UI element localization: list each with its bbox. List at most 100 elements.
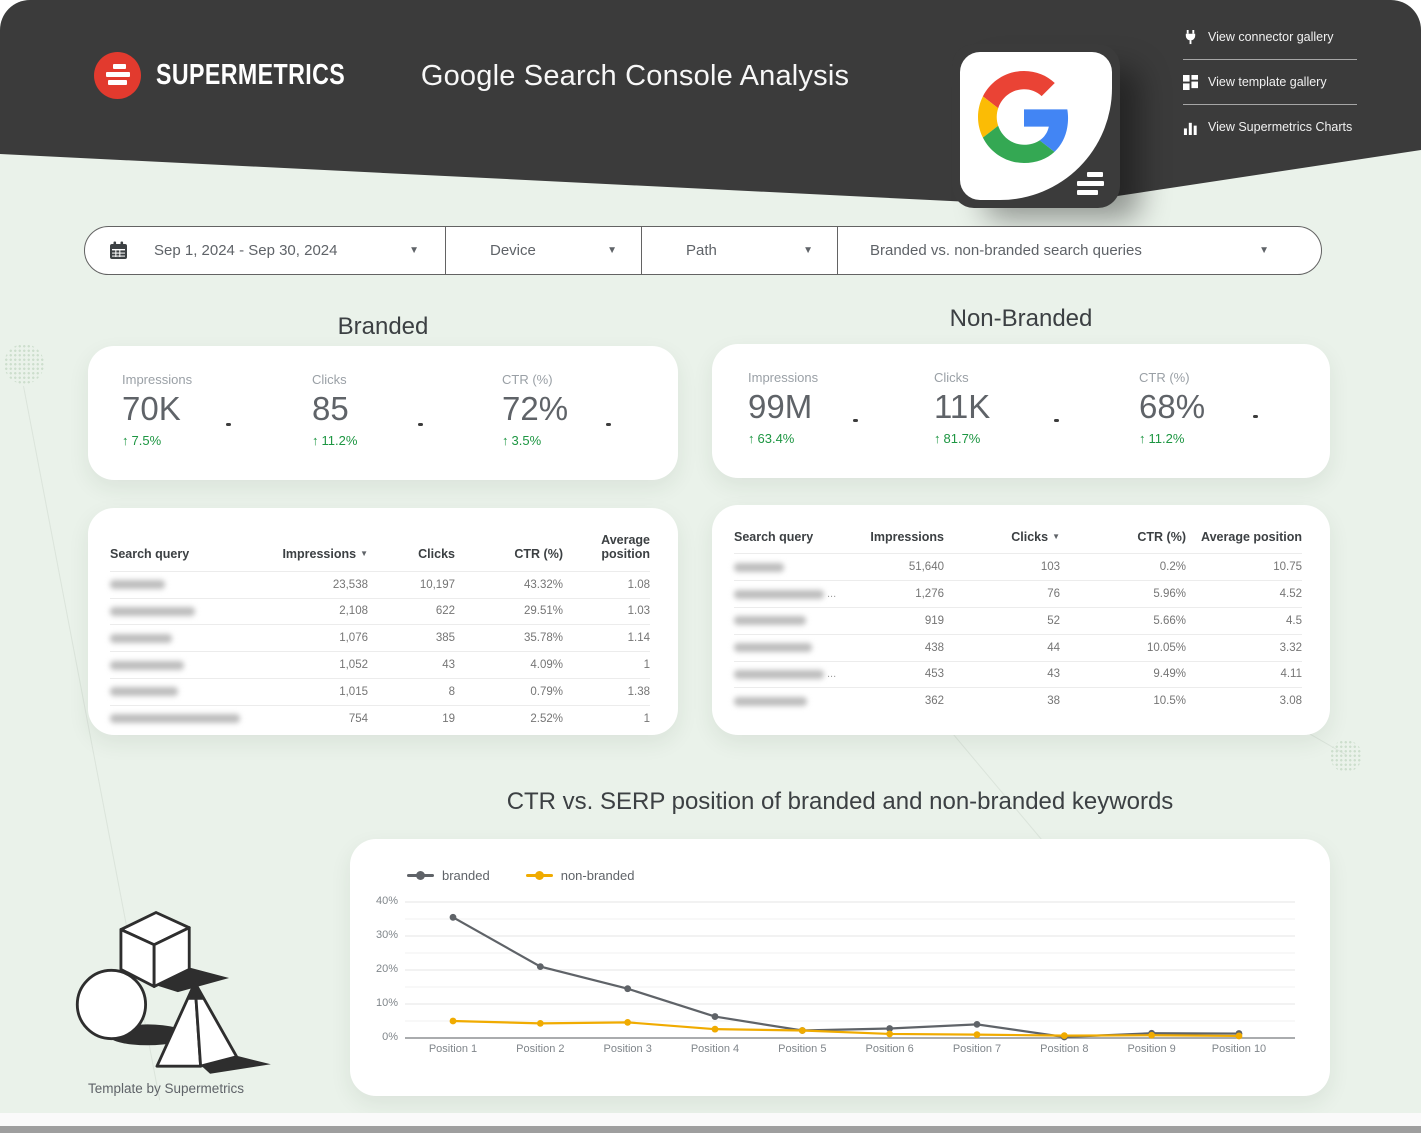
scorecard-clicks: Clicks 85 ↑ 11.2% xyxy=(312,372,357,448)
column-header-impressions[interactable]: Impressions ▼ xyxy=(282,547,368,562)
metric-delta: ↑ 11.2% xyxy=(1139,431,1185,446)
search-query-cell xyxy=(110,660,260,670)
data-point-non-branded xyxy=(449,1017,457,1025)
truncation-ellipsis: ... xyxy=(827,668,837,681)
branded-query-table: Search query Impressions ▼ Clicks CTR (%) Ave… xyxy=(88,508,678,735)
redacted-query-blur xyxy=(734,589,824,599)
header-menu: View connector gallery View template gal… xyxy=(1183,22,1357,142)
metric-cell: 1.08 xyxy=(627,578,650,591)
metric-delta: ↑ 3.5% xyxy=(502,433,542,448)
chevron-down-icon: ▼ xyxy=(607,245,617,256)
google-logo xyxy=(978,71,1069,163)
device-filter[interactable]: Device ▼ xyxy=(445,227,641,274)
metric-cell: 4.09% xyxy=(530,659,563,672)
legend-item-branded[interactable]: branded xyxy=(407,868,490,883)
metric-cell: 3.32 xyxy=(1279,641,1302,654)
search-query-cell: ... xyxy=(734,589,844,600)
up-arrow-icon: ↑ xyxy=(122,433,129,448)
scorecard-ctr: CTR (%) 72% ↑ 3.5% xyxy=(502,372,568,448)
y-axis-label: 10% xyxy=(375,997,398,1009)
x-axis-label: Position 7 xyxy=(952,1043,1002,1055)
sparkline-dot xyxy=(1054,419,1059,422)
chevron-down-icon: ▼ xyxy=(409,245,419,256)
metric-label: CTR (%) xyxy=(1139,370,1190,385)
legend-label: branded xyxy=(442,868,490,883)
x-axis-label: Position 5 xyxy=(778,1043,827,1055)
x-axis-label: Position 6 xyxy=(865,1043,914,1055)
metric-cell: 4.11 xyxy=(1280,668,1302,681)
legend-marker xyxy=(407,871,434,880)
column-header-clicks[interactable]: Clicks ▼ xyxy=(1011,530,1060,544)
metric-delta: ↑ 63.4% xyxy=(748,431,795,446)
column-header-impressions[interactable]: Impressions xyxy=(870,530,944,544)
scorecard-impressions: Impressions 99M ↑ 63.4% xyxy=(748,370,818,446)
metric-value: 11K xyxy=(934,388,991,425)
metric-cell: 23,538 xyxy=(332,578,368,591)
column-header-clicks[interactable]: Clicks xyxy=(418,547,455,562)
brand-name: SUPERMETRICS xyxy=(156,59,346,91)
metric-cell: 4.52 xyxy=(1279,588,1302,601)
table-header-row: Search query Impressions ▼ Clicks CTR (%) Ave… xyxy=(88,508,678,571)
data-point-branded xyxy=(711,1013,719,1020)
column-header-ctr-[interactable]: CTR (%) xyxy=(1137,530,1186,544)
sparkline-dot xyxy=(853,419,858,422)
table-row: ... 1,276 76 5.96% 4.52 xyxy=(734,580,1302,607)
table-row: 919 52 5.66% 4.5 xyxy=(734,606,1302,634)
query-type-filter-label: Branded vs. non-branded search queries xyxy=(870,242,1142,259)
column-header-average-position[interactable]: Average position xyxy=(601,533,650,562)
metric-cell: 438 xyxy=(924,641,944,654)
table-row: 51,640 103 0.2% 10.75 xyxy=(734,553,1302,580)
horizontal-scrollbar[interactable] xyxy=(0,1126,1421,1133)
search-query-cell xyxy=(110,580,260,590)
metric-value: 72% xyxy=(502,390,569,427)
metric-value: 85 xyxy=(312,390,349,427)
search-query-cell xyxy=(110,633,260,643)
menu-item-supermetrics-charts[interactable]: View Supermetrics Charts xyxy=(1183,112,1357,142)
menu-item-connector-gallery[interactable]: View connector gallery xyxy=(1183,22,1357,52)
metric-cell: 5.66% xyxy=(1153,614,1186,627)
x-axis-label: Position 10 xyxy=(1211,1043,1267,1055)
supermetrics-logo: SUPERMETRICS xyxy=(94,52,392,99)
x-axis-label: Position 9 xyxy=(1127,1043,1176,1055)
calendar-icon xyxy=(110,241,127,259)
metric-cell: 8 xyxy=(448,685,455,698)
table-row: 1,076 385 35.78% 1.14 xyxy=(110,624,650,651)
column-header-search-query[interactable]: Search query xyxy=(734,530,814,544)
metric-value: 99M xyxy=(748,388,813,425)
branded-section-title: Branded xyxy=(337,313,429,340)
x-axis-label: Position 2 xyxy=(516,1043,565,1055)
menu-item-template-gallery[interactable]: View template gallery xyxy=(1183,67,1357,97)
data-point-branded xyxy=(536,963,544,970)
metric-cell: 1.14 xyxy=(627,632,650,645)
column-header-ctr-[interactable]: CTR (%) xyxy=(514,547,563,562)
table-row: 23,538 10,197 43.32% 1.08 xyxy=(110,570,650,598)
query-type-filter[interactable]: Branded vs. non-branded search queries ▼ xyxy=(837,227,1321,274)
data-point-non-branded xyxy=(624,1018,632,1026)
non-branded-section-title: Non-Branded xyxy=(949,305,1093,332)
metric-cell: 622 xyxy=(435,605,455,618)
sparkline-dot xyxy=(606,423,611,426)
metric-cell: 103 xyxy=(1040,561,1060,574)
metric-cell: 2,108 xyxy=(339,605,368,618)
metric-label: Impressions xyxy=(748,370,819,385)
metric-cell: 754 xyxy=(348,712,368,725)
data-point-non-branded xyxy=(886,1030,894,1038)
metric-cell: 35.78% xyxy=(523,632,563,645)
metric-cell: 1 xyxy=(643,712,650,725)
legend-label: non-branded xyxy=(560,868,635,883)
metric-value: 68% xyxy=(1139,388,1206,425)
metric-cell: 10.05% xyxy=(1146,641,1186,654)
legend-item-non-branded[interactable]: non-branded xyxy=(525,868,635,883)
x-axis-label: Position 4 xyxy=(690,1043,740,1055)
metric-label: CTR (%) xyxy=(502,372,553,387)
redacted-query-blur xyxy=(110,606,195,616)
date-range-filter[interactable]: Sep 1, 2024 - Sep 30, 2024 ▼ xyxy=(85,227,445,274)
sparkline-dot xyxy=(418,423,423,426)
redacted-query-blur xyxy=(734,562,784,572)
up-arrow-icon: ↑ xyxy=(312,433,319,448)
column-header-average-position[interactable]: Average position xyxy=(1201,530,1302,544)
column-header-search-query[interactable]: Search query xyxy=(110,547,190,562)
table-row: 438 44 10.05% 3.32 xyxy=(734,633,1302,661)
google-connector-badge xyxy=(952,44,1120,208)
path-filter[interactable]: Path ▼ xyxy=(641,227,837,274)
